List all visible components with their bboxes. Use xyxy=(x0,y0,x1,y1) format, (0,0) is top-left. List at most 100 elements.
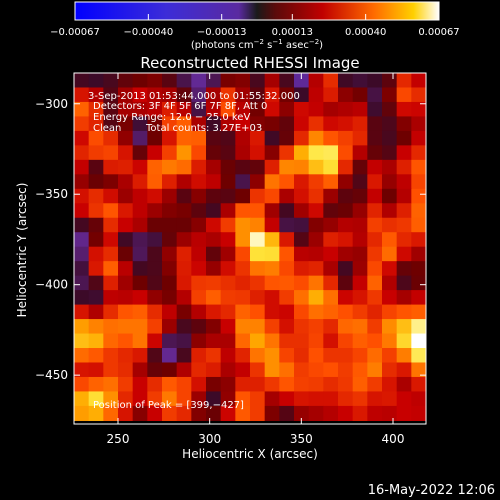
heatmap-cell xyxy=(132,217,148,233)
heatmap-cell xyxy=(279,217,295,233)
y-tick-label: −350 xyxy=(35,187,68,201)
heatmap-cell xyxy=(206,217,222,233)
heatmap-cell xyxy=(308,391,324,407)
heatmap-cell xyxy=(206,130,222,146)
heatmap-cell xyxy=(147,232,163,248)
heatmap-cell xyxy=(74,174,90,190)
heatmap-cell xyxy=(206,87,222,103)
heatmap-cell xyxy=(74,159,90,175)
heatmap-cell xyxy=(74,188,90,204)
heatmap-cell xyxy=(206,405,222,421)
heatmap-cell xyxy=(74,261,90,277)
heatmap-cell xyxy=(206,362,222,378)
heatmap-cell xyxy=(396,246,412,262)
heatmap-cell xyxy=(191,246,207,262)
y-tick-label: −400 xyxy=(35,278,68,292)
x-tick-label: 250 xyxy=(107,432,130,446)
heatmap-cell xyxy=(147,203,163,219)
heatmap-cell xyxy=(396,159,412,175)
heatmap-cell xyxy=(103,145,119,161)
heatmap-cell xyxy=(411,319,426,335)
heatmap-cell xyxy=(367,261,383,277)
heatmap-cell xyxy=(396,304,412,320)
heatmap-cell xyxy=(235,232,251,248)
heatmap-cell xyxy=(176,174,192,190)
heatmap-cell xyxy=(88,130,104,146)
heatmap-cell xyxy=(103,275,119,291)
heatmap-cell xyxy=(162,232,178,248)
annotations: 3-Sep-2013 01:53:44.000 to 01:55:32.000 … xyxy=(88,91,300,411)
heatmap-cell xyxy=(323,362,339,378)
heatmap-cell xyxy=(74,246,90,262)
heatmap-cell xyxy=(235,101,251,118)
heatmap-cell xyxy=(191,376,207,393)
heatmap-cell xyxy=(235,174,251,190)
heatmap-cell xyxy=(264,73,280,89)
heatmap-cell xyxy=(191,348,207,364)
heatmap-cell xyxy=(264,203,280,219)
heatmap-cell xyxy=(294,405,310,421)
heatmap-cell xyxy=(338,73,354,89)
heatmap-cell xyxy=(279,203,295,219)
heatmap-cell xyxy=(367,188,383,204)
heatmap-cell xyxy=(74,232,90,248)
heatmap-cell xyxy=(323,333,339,349)
heatmap-cell xyxy=(118,391,134,407)
heatmap-cell xyxy=(147,174,163,190)
heatmap-cell xyxy=(294,174,310,190)
heatmap-cell xyxy=(250,405,266,421)
heatmap-cell xyxy=(191,232,207,248)
heatmap-cell xyxy=(132,319,148,335)
heatmap-cell xyxy=(352,101,368,118)
heatmap-cell xyxy=(411,275,426,291)
heatmap-cell xyxy=(279,232,295,248)
heatmap-cell xyxy=(88,73,104,89)
heatmap-cell xyxy=(382,188,398,204)
heatmap-cell xyxy=(132,232,148,248)
colorbar-tick-label: −0.00067 xyxy=(50,27,100,38)
heatmap-cell xyxy=(191,333,207,349)
heatmap-cell xyxy=(294,159,310,175)
heatmap-cell xyxy=(264,333,280,349)
heatmap-cell xyxy=(264,101,280,118)
heatmap-cell xyxy=(382,362,398,378)
heatmap-cell xyxy=(206,333,222,349)
heatmap-cell xyxy=(147,362,163,378)
heatmap-cell xyxy=(88,362,104,378)
heatmap-cell xyxy=(220,159,236,175)
heatmap-cell xyxy=(294,217,310,233)
heatmap-cell xyxy=(264,376,280,393)
heatmap-cell xyxy=(132,391,148,407)
heatmap-cell xyxy=(250,246,266,262)
heatmap-cell xyxy=(235,333,251,349)
heatmap-cell xyxy=(162,405,178,421)
heatmap-cell xyxy=(308,362,324,378)
annotation-time: 3-Sep-2013 01:53:44.000 to 01:55:32.000 xyxy=(88,91,300,102)
heatmap-cell xyxy=(352,217,368,233)
heatmap-cell xyxy=(176,130,192,146)
heatmap-cell xyxy=(118,188,134,204)
heatmap-cell xyxy=(338,101,354,118)
heatmap-cell xyxy=(103,348,119,364)
heatmap-cell xyxy=(176,376,192,393)
heatmap-cell xyxy=(367,304,383,320)
heatmap-cell xyxy=(352,188,368,204)
heatmap-cell xyxy=(264,159,280,175)
heatmap-cell xyxy=(118,246,134,262)
heatmap-cell xyxy=(294,116,310,132)
heatmap-cell xyxy=(88,101,104,118)
colorbar-units: (photons cm−2 s−1 asec−2) xyxy=(191,38,323,51)
heatmap-cell xyxy=(338,188,354,204)
heatmap-cell xyxy=(235,130,251,146)
heatmap-cell xyxy=(132,145,148,161)
heatmap-cell xyxy=(103,246,119,262)
heatmap-cell xyxy=(88,116,104,132)
heatmap-cell xyxy=(323,145,339,161)
heatmap-cell xyxy=(235,203,251,219)
heatmap-cell xyxy=(176,333,192,349)
heatmap-cell xyxy=(220,405,236,421)
heatmap-cell xyxy=(250,362,266,378)
heatmap-cell xyxy=(118,275,134,291)
heatmap-cell xyxy=(235,73,251,89)
heatmap-cell xyxy=(220,304,236,320)
